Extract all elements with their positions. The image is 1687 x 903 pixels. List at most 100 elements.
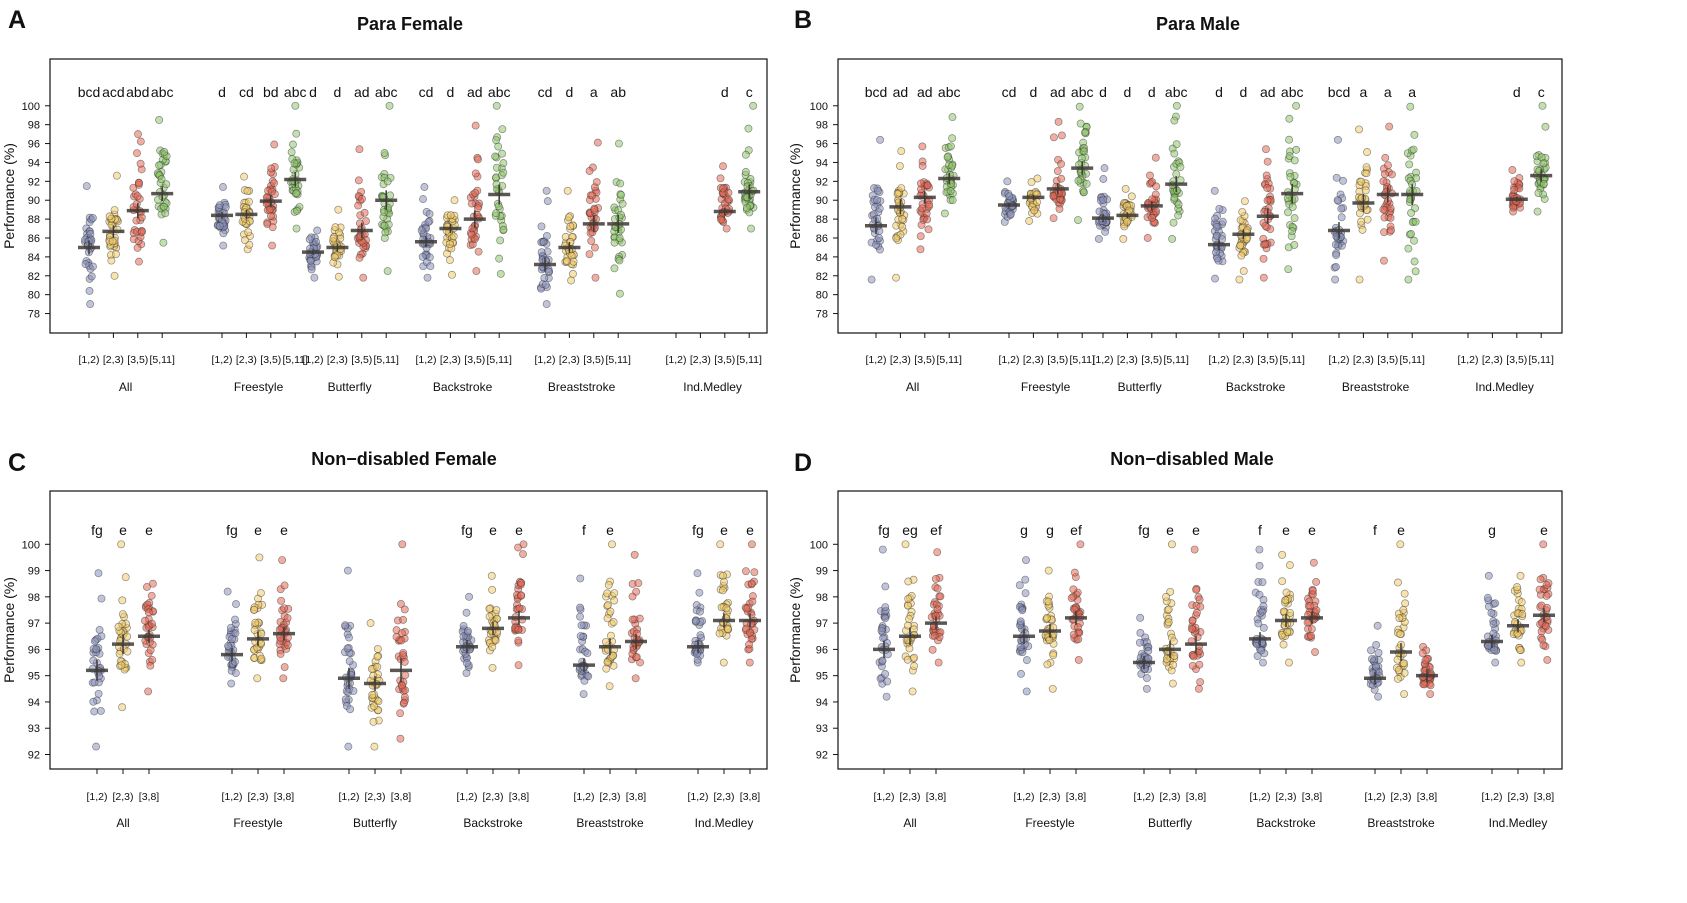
- data-point: [590, 243, 599, 252]
- data-point: [215, 222, 224, 231]
- data-point: [94, 569, 103, 578]
- data-point: [897, 147, 906, 156]
- data-point: [946, 187, 955, 195]
- significance-letter: a: [1384, 84, 1392, 100]
- data-point: [1535, 585, 1544, 594]
- data-point: [928, 645, 937, 654]
- data-point: [1407, 230, 1416, 238]
- data-point: [590, 205, 599, 214]
- data-point: [1288, 203, 1297, 211]
- data-point: [1393, 674, 1402, 683]
- x-tick-label: [5,11]: [282, 354, 308, 366]
- x-tick-label: [1,2): [221, 791, 242, 803]
- data-point: [345, 657, 354, 666]
- data-point: [397, 636, 406, 645]
- significance-letter: e: [746, 522, 754, 538]
- data-point: [1162, 592, 1170, 601]
- x-tick-label: [1,2): [302, 354, 323, 366]
- data-point: [1303, 618, 1312, 627]
- data-point: [616, 179, 625, 188]
- significance-letter: e: [515, 522, 523, 538]
- y-tick-label: 94: [28, 157, 40, 169]
- data-point: [576, 632, 585, 640]
- data-point: [1516, 571, 1525, 580]
- significance-letter: e: [606, 522, 614, 538]
- data-point: [562, 256, 571, 265]
- data-point: [1262, 145, 1270, 154]
- data-point: [1099, 195, 1108, 204]
- data-point: [358, 195, 366, 203]
- x-tick-label: [2,3): [1482, 354, 1503, 366]
- significance-letter: d: [1030, 84, 1038, 100]
- panel-title: Para Female: [357, 14, 463, 34]
- data-point: [1255, 545, 1264, 554]
- significance-letter: ad: [354, 84, 370, 100]
- significance-letter: e: [1540, 522, 1548, 538]
- data-point: [1306, 631, 1315, 640]
- group-indmedley: Ind.Medley [1,2) [2,3) [3,5) d [5,11] c: [665, 84, 762, 394]
- data-point: [933, 548, 942, 557]
- x-tick-label: [1,2): [998, 354, 1019, 366]
- group-freestyle: Freestyle [1,2) d [2,3) cd [3,5) bd [5,11] abc: [211, 84, 308, 394]
- data-point: [1357, 217, 1365, 226]
- data-point: [144, 608, 153, 617]
- data-point: [331, 223, 340, 232]
- x-tick-label: [1,2): [873, 791, 894, 803]
- data-point: [1100, 164, 1109, 173]
- group-label: Freestyle: [234, 380, 284, 394]
- significance-letter: e: [489, 522, 497, 538]
- x-tick-label: [5,11]: [1399, 354, 1425, 366]
- data-point: [81, 260, 90, 269]
- data-point: [1021, 575, 1030, 584]
- data-point: [1242, 234, 1251, 243]
- data-point: [1005, 192, 1014, 201]
- data-point: [742, 203, 751, 212]
- data-point: [910, 653, 919, 662]
- data-point: [593, 138, 602, 147]
- data-point: [1484, 571, 1493, 580]
- data-point: [499, 225, 508, 234]
- data-point: [228, 634, 237, 643]
- data-point: [1255, 561, 1264, 570]
- data-point: [717, 215, 725, 224]
- data-point: [1135, 638, 1144, 647]
- data-point: [1170, 193, 1179, 202]
- x-tick-label: [1,2): [415, 354, 436, 366]
- y-tick-label: 84: [816, 252, 828, 264]
- data-point: [1259, 602, 1268, 610]
- data-point: [537, 222, 546, 231]
- y-tick-label: 97: [28, 618, 40, 630]
- data-point: [1543, 603, 1552, 612]
- data-point: [488, 585, 497, 594]
- data-point: [1539, 641, 1548, 650]
- data-point: [355, 253, 364, 262]
- group-indmedley: Ind.Medley [1,2) fg [2,3) e [3,8] e: [687, 522, 761, 830]
- x-tick-label: [2,3): [1039, 791, 1060, 803]
- data-point: [1534, 189, 1543, 198]
- data-point: [346, 705, 355, 714]
- data-point: [142, 583, 151, 591]
- significance-letter: ef: [930, 522, 942, 538]
- data-point: [1044, 597, 1053, 606]
- data-point: [280, 663, 289, 671]
- data-point: [369, 671, 378, 680]
- x-tick-label: [2,3): [236, 354, 257, 366]
- data-point: [341, 695, 350, 704]
- data-point: [1123, 217, 1132, 226]
- data-point: [492, 209, 501, 218]
- data-point: [1395, 614, 1404, 623]
- group-backstroke: Backstroke [1,2) d [2,3) d [3,5) ad [5,11] abc: [1208, 84, 1305, 394]
- data-point: [1192, 585, 1201, 594]
- data-point: [696, 607, 705, 616]
- group-backstroke: Backstroke [1,2) fg [2,3) e [3,8] e: [456, 522, 530, 830]
- data-point: [1411, 267, 1420, 276]
- data-point: [446, 211, 455, 220]
- data-point: [1410, 236, 1419, 245]
- significance-letter: d: [1215, 84, 1223, 100]
- x-tick-label: [1,2): [1208, 354, 1229, 366]
- data-point: [741, 168, 750, 176]
- data-point: [876, 674, 885, 683]
- x-tick-label: [3,5): [260, 354, 281, 366]
- x-tick-label: [2,3): [559, 354, 580, 366]
- significance-letter: e: [1397, 522, 1405, 538]
